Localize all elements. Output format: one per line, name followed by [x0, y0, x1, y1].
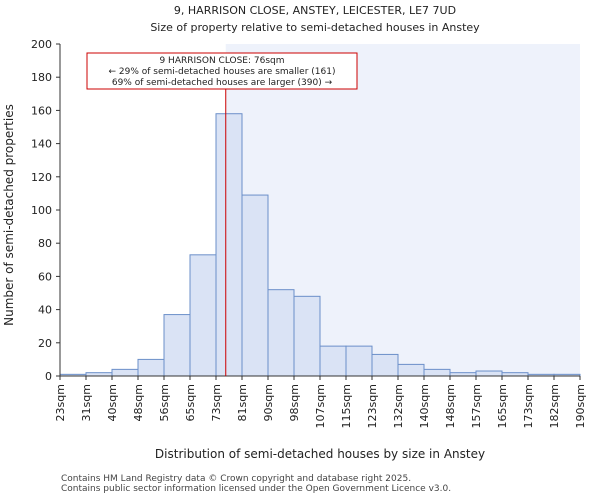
bar-140sqm	[423, 368, 451, 377]
x-tick-label: 190sqm	[574, 384, 587, 428]
x-tick-label: 173sqm	[522, 384, 535, 428]
y-tick-label: 120	[31, 171, 52, 184]
y-tick-label: 100	[31, 204, 52, 217]
bar-98sqm	[293, 295, 321, 377]
annotation-line-3: 69% of semi-detached houses are larger (…	[112, 78, 333, 88]
bar-48sqm	[137, 358, 165, 377]
bar-73sqm	[215, 113, 243, 377]
y-tick-label: 60	[38, 270, 52, 283]
x-tick-label: 182sqm	[548, 384, 561, 428]
x-tick-label: 31sqm	[80, 384, 93, 421]
y-tick-label: 180	[31, 71, 52, 84]
x-tick-label: 56sqm	[158, 384, 171, 421]
x-tick-label: 107sqm	[314, 384, 327, 428]
x-tick-label: 73sqm	[210, 384, 223, 421]
bar-90sqm	[267, 289, 295, 377]
bar-132sqm	[397, 363, 425, 377]
bar-107sqm	[319, 345, 347, 377]
y-tick-label: 160	[31, 104, 52, 117]
annotation-line-2: ← 29% of semi-detached houses are smalle…	[109, 67, 336, 77]
bar-65sqm	[189, 254, 217, 377]
y-tick-label: 140	[31, 138, 52, 151]
x-tick-label: 23sqm	[54, 384, 67, 421]
y-tick-label: 40	[38, 304, 52, 317]
bar-115sqm	[345, 345, 373, 377]
y-axis-label: Number of semi-detached properties	[2, 104, 16, 326]
bar-157sqm	[475, 370, 503, 377]
y-tick-label: 0	[45, 370, 52, 383]
x-tick-label: 98sqm	[288, 384, 301, 421]
bar-81sqm	[241, 194, 269, 377]
annotation-box	[86, 52, 358, 90]
x-tick-label: 81sqm	[236, 384, 249, 421]
bar-56sqm	[163, 314, 191, 377]
y-tick-label: 80	[38, 237, 52, 250]
y-tick-label: 20	[38, 337, 52, 350]
annotation-line-1: 9 HARRISON CLOSE: 76sqm	[159, 56, 284, 66]
y-tick-label: 200	[31, 38, 52, 51]
x-tick-label: 48sqm	[132, 384, 145, 421]
x-tick-label: 65sqm	[184, 384, 197, 421]
x-tick-label: 132sqm	[392, 384, 405, 428]
x-tick-label: 140sqm	[418, 384, 431, 428]
chart-title: 9, HARRISON CLOSE, ANSTEY, LEICESTER, LE…	[174, 4, 456, 17]
bar-40sqm	[111, 368, 139, 377]
x-tick-label: 165sqm	[496, 384, 509, 428]
x-axis-label: Distribution of semi-detached houses by …	[155, 447, 485, 461]
chart-subtitle: Size of property relative to semi-detach…	[150, 21, 480, 34]
x-tick-label: 40sqm	[106, 384, 119, 421]
x-tick-label: 90sqm	[262, 384, 275, 421]
bar-123sqm	[371, 353, 399, 377]
x-tick-label: 123sqm	[366, 384, 379, 428]
x-tick-label: 115sqm	[340, 384, 353, 428]
plot-area: 0 20 40 60 80 100 120 140 160 180 200 23sqm 31sqm 40s…	[31, 38, 587, 428]
footer-line-2: Contains public sector information licen…	[61, 484, 452, 494]
x-tick-label: 157sqm	[470, 384, 483, 428]
footer-line-1: Contains HM Land Registry data © Crown c…	[61, 474, 412, 484]
x-tick-label: 148sqm	[444, 384, 457, 428]
